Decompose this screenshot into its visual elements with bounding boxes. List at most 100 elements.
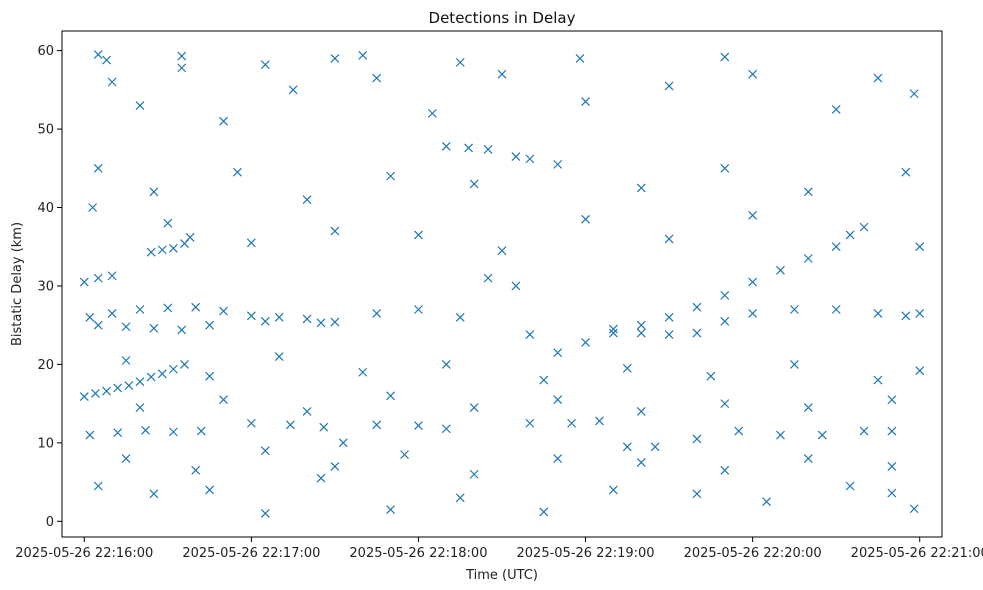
data-point xyxy=(887,461,897,471)
data-point xyxy=(121,322,131,332)
data-point xyxy=(483,145,493,154)
data-point xyxy=(79,392,89,401)
data-point xyxy=(469,179,479,189)
data-point xyxy=(664,330,674,340)
data-point xyxy=(734,426,744,436)
data-point xyxy=(177,63,187,73)
data-point xyxy=(636,458,646,467)
x-axis-ticks: 2025-05-26 22:16:00 2025-05-26 22:17:00 20… xyxy=(15,537,983,561)
data-point xyxy=(219,306,228,316)
data-point xyxy=(386,171,396,181)
data-point xyxy=(720,290,730,300)
data-point xyxy=(177,325,187,335)
data-point xyxy=(845,230,855,240)
data-point xyxy=(260,316,270,326)
data-point xyxy=(146,372,156,382)
data-point xyxy=(168,427,178,437)
data-point xyxy=(608,324,618,334)
data-point xyxy=(107,271,117,281)
data-point xyxy=(113,383,123,393)
data-point xyxy=(664,234,674,244)
data-point xyxy=(776,265,785,275)
data-point xyxy=(330,317,340,327)
data-point xyxy=(185,232,195,242)
data-point xyxy=(316,318,326,328)
data-point xyxy=(372,420,382,430)
data-point xyxy=(664,81,674,91)
data-point xyxy=(107,308,117,318)
data-point xyxy=(789,359,799,369)
data-point xyxy=(121,356,131,365)
data-point xyxy=(338,438,348,448)
data-point xyxy=(219,395,228,405)
data-point xyxy=(553,454,563,463)
data-point xyxy=(706,371,716,381)
data-point xyxy=(386,505,396,514)
data-point xyxy=(636,183,646,193)
data-point xyxy=(330,226,340,236)
data-point xyxy=(859,426,869,436)
data-point xyxy=(581,214,590,224)
data-point xyxy=(93,50,103,59)
data-point xyxy=(372,308,382,318)
y-tick-label: 10 xyxy=(37,436,54,451)
data-point xyxy=(748,308,758,318)
data-point xyxy=(135,305,145,314)
data-point xyxy=(330,461,340,471)
data-point xyxy=(319,422,329,432)
data-point xyxy=(316,473,326,483)
data-point xyxy=(692,328,702,338)
y-tick-label: 40 xyxy=(37,201,54,216)
data-point xyxy=(85,430,95,440)
data-point xyxy=(168,243,178,253)
data-point xyxy=(233,167,242,177)
data-point xyxy=(427,108,437,118)
data-point xyxy=(191,465,201,475)
data-point xyxy=(113,428,123,438)
data-point xyxy=(595,416,604,426)
data-point xyxy=(692,302,702,312)
data-point xyxy=(149,323,159,333)
x-tick-label: 2025-05-26 22:18:00 xyxy=(349,546,487,561)
data-point xyxy=(608,485,618,495)
data-point xyxy=(915,366,925,376)
data-point xyxy=(135,377,145,387)
data-point xyxy=(90,389,100,398)
data-point xyxy=(79,277,89,287)
x-tick-label: 2025-05-26 22:21:00 xyxy=(851,546,983,561)
data-point xyxy=(497,246,507,256)
data-point xyxy=(288,85,298,95)
data-point xyxy=(93,320,103,330)
data-point xyxy=(567,418,577,428)
data-point xyxy=(124,381,134,391)
data-point xyxy=(789,305,799,314)
data-point xyxy=(636,328,646,338)
data-point xyxy=(260,446,270,456)
y-axis-ticks: 0 10 20 30 40 50 60 xyxy=(37,44,62,530)
data-point xyxy=(149,489,159,499)
data-point xyxy=(497,69,507,79)
data-point xyxy=(692,434,702,444)
data-point xyxy=(539,507,549,517)
y-tick-label: 20 xyxy=(37,358,54,373)
data-point xyxy=(219,116,228,126)
data-point xyxy=(887,395,897,405)
data-point xyxy=(831,105,841,114)
data-point xyxy=(157,245,167,255)
data-point xyxy=(441,359,451,369)
data-point xyxy=(664,312,674,322)
data-point xyxy=(845,481,855,491)
data-point xyxy=(246,238,256,248)
data-point xyxy=(246,311,256,321)
data-point xyxy=(93,273,103,283)
data-point xyxy=(720,52,730,62)
data-point xyxy=(511,281,521,291)
data-point xyxy=(246,418,256,428)
data-point xyxy=(168,364,178,374)
data-point xyxy=(102,55,111,65)
data-point xyxy=(302,195,312,205)
data-point xyxy=(720,399,730,409)
data-point xyxy=(762,497,771,507)
data-point xyxy=(141,425,150,435)
